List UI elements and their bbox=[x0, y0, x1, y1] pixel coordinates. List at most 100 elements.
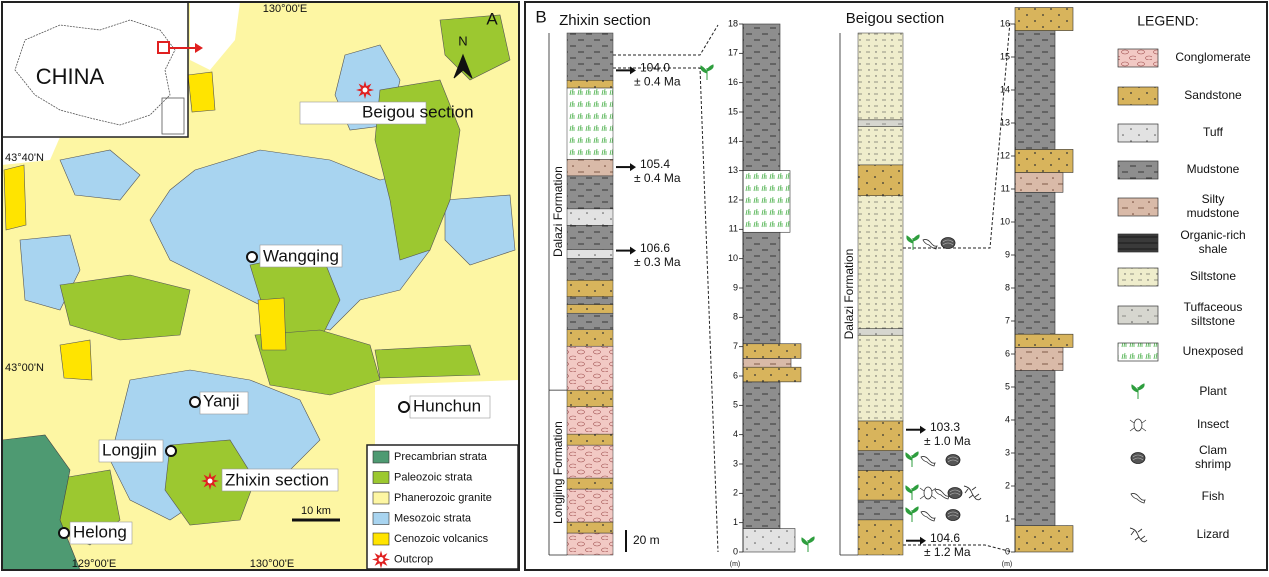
north-label: N bbox=[458, 33, 467, 48]
map-area bbox=[374, 344, 481, 379]
legend-label: Tuff bbox=[1203, 125, 1224, 139]
depth-unit: (m) bbox=[730, 561, 741, 568]
legend-label: Fish bbox=[1202, 489, 1225, 503]
map-area bbox=[59, 274, 191, 341]
lithology-layer bbox=[566, 433, 614, 446]
depth-tick-label: 9 bbox=[1005, 249, 1010, 259]
place-label-box bbox=[98, 439, 164, 463]
clam-icon-lines bbox=[947, 511, 959, 518]
lithology-layer bbox=[566, 80, 614, 89]
age-value: 103.3 bbox=[930, 420, 960, 434]
place-marker bbox=[246, 251, 258, 263]
map-area bbox=[444, 194, 516, 266]
depth-tick-label: 1 bbox=[1005, 513, 1010, 523]
place-marker bbox=[398, 401, 410, 413]
legend-label: Organic-rich shale bbox=[1180, 228, 1245, 256]
clam-icon-lines bbox=[1132, 454, 1144, 461]
legend-label: Paleozoic strata bbox=[394, 471, 473, 483]
lithology-layer bbox=[742, 23, 781, 171]
depth-tick-label: 14 bbox=[1000, 84, 1010, 94]
place-label: Helong bbox=[73, 522, 127, 541]
legend-items: Precambrian strata Paleozoic strata Phaner… bbox=[372, 450, 492, 569]
coord-label: 130°00'E bbox=[263, 3, 307, 15]
lithology-layer bbox=[566, 304, 614, 314]
depth-tick-label: 0 bbox=[1005, 546, 1010, 556]
depth-tick-label: 15 bbox=[728, 106, 738, 116]
map-area bbox=[257, 297, 287, 351]
lithology-layer bbox=[566, 208, 614, 226]
depth-tick-label: 9 bbox=[733, 282, 738, 292]
outcrop-center bbox=[207, 478, 213, 484]
lithology-layer bbox=[857, 470, 904, 501]
panel-a-frame bbox=[1, 1, 520, 571]
place-marker bbox=[189, 396, 201, 408]
map-area bbox=[149, 149, 441, 331]
section-title: Zhixin section bbox=[559, 12, 651, 29]
depth-unit: (m) bbox=[1002, 561, 1013, 568]
coord-label: 129°00'E bbox=[72, 558, 116, 570]
depth-tick-label: 5 bbox=[733, 400, 738, 410]
lithology-layer bbox=[1014, 192, 1056, 335]
legend-swatch bbox=[1117, 233, 1159, 253]
lithology-layer bbox=[742, 231, 781, 345]
depth-tick-label: 0 bbox=[733, 546, 738, 556]
age-value: 105.4 bbox=[640, 157, 670, 171]
fish-icon bbox=[920, 511, 936, 522]
lithology-layer bbox=[566, 329, 614, 347]
map-area bbox=[439, 14, 511, 81]
depth-tick-label: 2 bbox=[733, 488, 738, 498]
place-marker bbox=[165, 445, 177, 457]
map-area bbox=[374, 79, 461, 261]
lithology-layer bbox=[566, 258, 614, 281]
outcrop-center bbox=[362, 87, 368, 93]
map-area bbox=[190, 2, 240, 70]
lithology-layer bbox=[566, 521, 614, 534]
insect-icon bbox=[923, 486, 933, 500]
fish-icon bbox=[1130, 493, 1146, 504]
plant-icon bbox=[905, 484, 919, 500]
correlation-line bbox=[903, 21, 1011, 249]
legend-swatch bbox=[1117, 342, 1159, 362]
depth-tick-label: 16 bbox=[728, 77, 738, 87]
inset-label: CHINA bbox=[36, 64, 105, 89]
map-area bbox=[254, 329, 381, 396]
lithology-layer bbox=[857, 195, 904, 329]
legend-label: Siltstone bbox=[1190, 269, 1236, 283]
depth-tick-label: 6 bbox=[1005, 348, 1010, 358]
coord-label: 130°00'E bbox=[250, 558, 294, 570]
legend-label-line: Organic-rich bbox=[1180, 228, 1245, 242]
age-value: 106.6 bbox=[640, 241, 670, 255]
lithology-layer bbox=[742, 358, 792, 368]
age-error: ± 1.0 Ma bbox=[924, 434, 971, 448]
legend-label: Outcrop bbox=[394, 553, 433, 565]
correlation-line bbox=[613, 67, 719, 553]
legend-label-line: Tuffaceous bbox=[1184, 300, 1243, 314]
lithology-layer bbox=[742, 528, 796, 553]
insect-icon-legs bbox=[1129, 419, 1147, 432]
depth-tick-label: 2 bbox=[1005, 480, 1010, 490]
lithology-layer bbox=[566, 87, 614, 160]
legend-label-line: shrimp bbox=[1195, 457, 1231, 471]
fish-icon bbox=[920, 456, 936, 467]
panel-a: CHINA A N 130°00'E 43°40'N 43°00'N 129°0… bbox=[1, 1, 520, 571]
legend-swatch bbox=[372, 471, 390, 484]
formation-label: Longjing Formation bbox=[551, 421, 565, 524]
place-label: Zhixin section bbox=[225, 470, 329, 489]
lithology-layer bbox=[566, 249, 614, 259]
lithology-layer bbox=[857, 164, 904, 196]
lithology-layer bbox=[566, 389, 614, 407]
china-outline bbox=[14, 19, 176, 126]
place-label: Longjin bbox=[102, 440, 157, 459]
lithology-layer bbox=[857, 519, 904, 556]
age-error: ± 0.4 Ma bbox=[634, 171, 681, 185]
legend-label: Tuffaceous siltstone bbox=[1184, 300, 1243, 328]
legend-swatch bbox=[1117, 197, 1159, 217]
fish-icon bbox=[922, 239, 938, 250]
legend-label: Phanerozoic granite bbox=[394, 492, 492, 504]
lithology-layer bbox=[857, 499, 904, 521]
age-arrow-head bbox=[630, 246, 636, 255]
legend-swatch bbox=[1117, 160, 1159, 180]
plant-icon bbox=[905, 506, 919, 522]
legend-title: LEGEND: bbox=[1137, 13, 1198, 29]
